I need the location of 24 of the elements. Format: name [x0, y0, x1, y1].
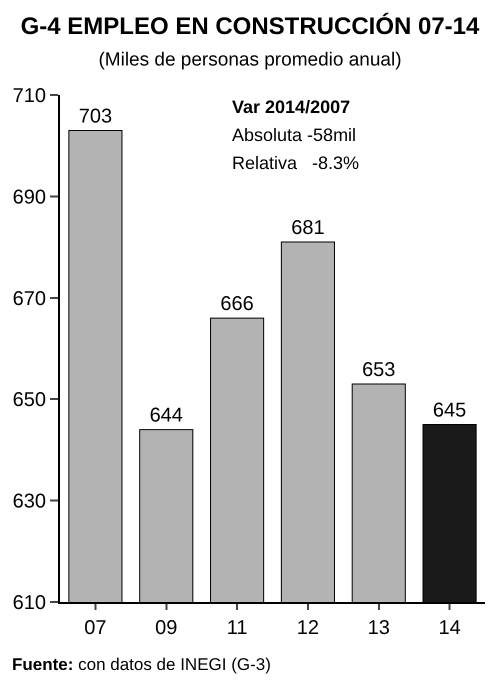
data-label: 645	[432, 400, 466, 422]
x-tick-label: 09	[155, 617, 178, 639]
annotation: Absoluta -58mil	[232, 125, 356, 145]
annotation: Relativa -8.3%	[232, 153, 360, 173]
y-tick-label: 670	[12, 288, 46, 310]
y-tick-label: 630	[12, 490, 46, 513]
x-tick-label: 11	[226, 617, 248, 639]
chart-title: G-4 EMPLEO EN CONSTRUCCIÓN 07-14	[20, 12, 480, 40]
x-tick-label: 12	[296, 617, 320, 639]
data-label: 681	[291, 217, 325, 240]
y-tick-label: 650	[12, 389, 46, 412]
y-tick-label: 610	[12, 592, 46, 614]
x-tick-label: 14	[438, 617, 461, 639]
chart-subtitle: (Miles de personas promedio anual)	[98, 49, 402, 70]
y-tick-label: 710	[12, 85, 46, 107]
annotation: Var 2014/2007	[232, 97, 350, 117]
data-label: 666	[220, 293, 254, 316]
data-label: 703	[78, 105, 112, 128]
data-label: 653	[362, 358, 396, 381]
x-tick-label: 13	[368, 617, 390, 639]
data-label: 644	[150, 404, 183, 427]
source-note: Fuente: con datos de INEGI (G-3)	[12, 655, 271, 674]
y-tick-label: 690	[12, 186, 46, 208]
x-tick-label: 07	[84, 617, 107, 639]
